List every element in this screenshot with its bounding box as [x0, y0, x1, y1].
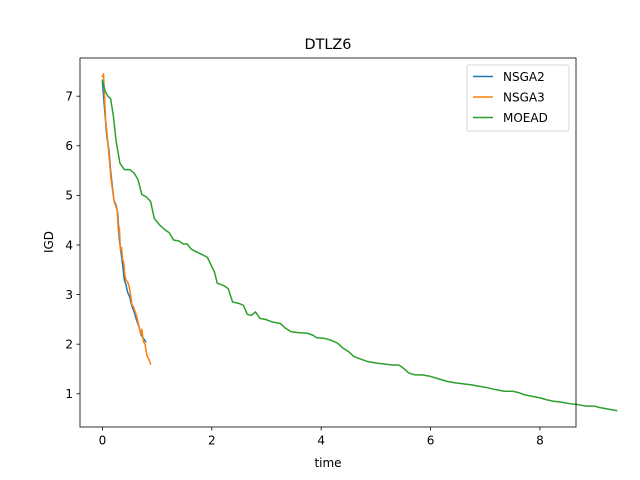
- x-tick-label: 8: [536, 434, 544, 448]
- x-axis: 0 2 4 6 8: [99, 427, 544, 448]
- y-tick-label: 4: [65, 238, 73, 252]
- y-axis-label: IGD: [42, 231, 56, 253]
- x-tick-label: 6: [427, 434, 435, 448]
- series-line-moead: [101, 79, 618, 412]
- y-tick-label: 6: [65, 139, 73, 153]
- x-tick-label: 2: [208, 434, 216, 448]
- y-axis: 1 2 3 4 5 6 7: [65, 89, 80, 401]
- x-tick-label: 4: [317, 434, 325, 448]
- legend: NSGA2 NSGA3 MOEAD: [466, 64, 570, 132]
- x-tick-label: 0: [99, 434, 107, 448]
- y-tick-label: 2: [65, 337, 73, 351]
- plot-area: [101, 73, 618, 412]
- y-tick-label: 7: [65, 89, 73, 103]
- y-tick-label: 1: [65, 387, 73, 401]
- y-tick-label: 5: [65, 189, 73, 203]
- plot-frame: [79, 57, 577, 428]
- legend-label-moead: MOEAD: [503, 111, 548, 125]
- chart-title: DTLZ6: [305, 37, 352, 53]
- legend-label-nsga2: NSGA2: [503, 70, 545, 84]
- legend-box: [466, 64, 570, 132]
- legend-label-nsga3: NSGA3: [503, 90, 545, 104]
- x-axis-label: time: [314, 456, 341, 470]
- y-tick-label: 3: [65, 288, 73, 302]
- series-line-nsga3: [101, 73, 152, 365]
